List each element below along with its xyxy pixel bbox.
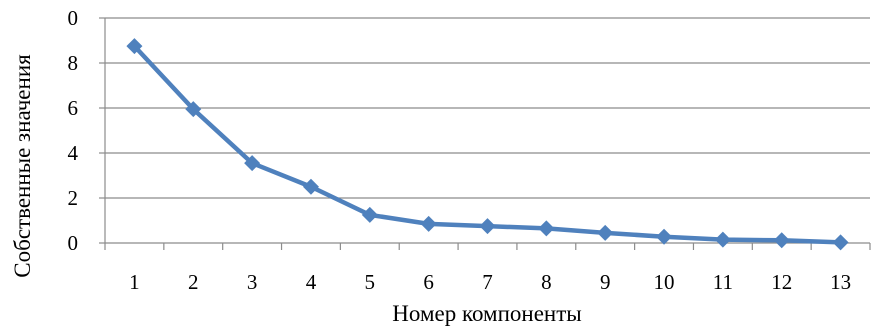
data-point-4 bbox=[302, 178, 319, 195]
x-tick-label-3: 3 bbox=[247, 270, 258, 294]
series-line-0 bbox=[132, 43, 843, 245]
data-point-2 bbox=[185, 101, 202, 118]
x-tick-label-2: 2 bbox=[188, 270, 199, 294]
x-tick-label-6: 6 bbox=[423, 270, 434, 294]
x-tick-label-7: 7 bbox=[482, 270, 493, 294]
x-tick-label-1: 1 bbox=[129, 270, 140, 294]
x-tick-label-11: 11 bbox=[713, 270, 733, 294]
x-tick-label-5: 5 bbox=[365, 270, 376, 294]
axes bbox=[99, 17, 871, 250]
gridlines bbox=[105, 17, 870, 199]
x-tick-labels: 1 2 3 4 5 6 7 8 9 10 11 12 13 bbox=[129, 270, 851, 294]
y-tick-labels: 0 2 4 6 8 0 bbox=[68, 6, 79, 255]
data-point-13 bbox=[832, 234, 849, 251]
y-tick-label-3: 6 bbox=[68, 96, 79, 120]
x-tick-label-8: 8 bbox=[541, 270, 552, 294]
data-point-9 bbox=[597, 224, 614, 241]
series-group bbox=[126, 38, 849, 251]
data-point-1 bbox=[126, 38, 143, 55]
y-axis-title: Собственные значения bbox=[10, 54, 35, 278]
y-tick-label-4: 8 bbox=[68, 51, 79, 75]
y-tick-label-2: 4 bbox=[68, 141, 79, 165]
x-tick-label-4: 4 bbox=[306, 270, 317, 294]
x-tick-label-9: 9 bbox=[600, 270, 611, 294]
data-point-10 bbox=[656, 228, 673, 245]
x-tick-label-13: 13 bbox=[830, 270, 851, 294]
data-point-6 bbox=[420, 215, 437, 232]
data-point-7 bbox=[479, 218, 496, 235]
y-tick-label-0: 0 bbox=[68, 231, 79, 255]
data-point-12 bbox=[773, 232, 790, 249]
y-tick-label-5: 0 bbox=[68, 6, 79, 30]
y-tick-label-1: 2 bbox=[68, 186, 79, 210]
data-point-5 bbox=[361, 206, 378, 223]
x-tick-label-12: 12 bbox=[771, 270, 792, 294]
data-point-8 bbox=[538, 220, 555, 237]
data-point-11 bbox=[714, 231, 731, 248]
x-tick-label-10: 10 bbox=[654, 270, 675, 294]
x-axis-title: Номер компоненты bbox=[392, 301, 581, 326]
data-point-3 bbox=[244, 155, 261, 172]
